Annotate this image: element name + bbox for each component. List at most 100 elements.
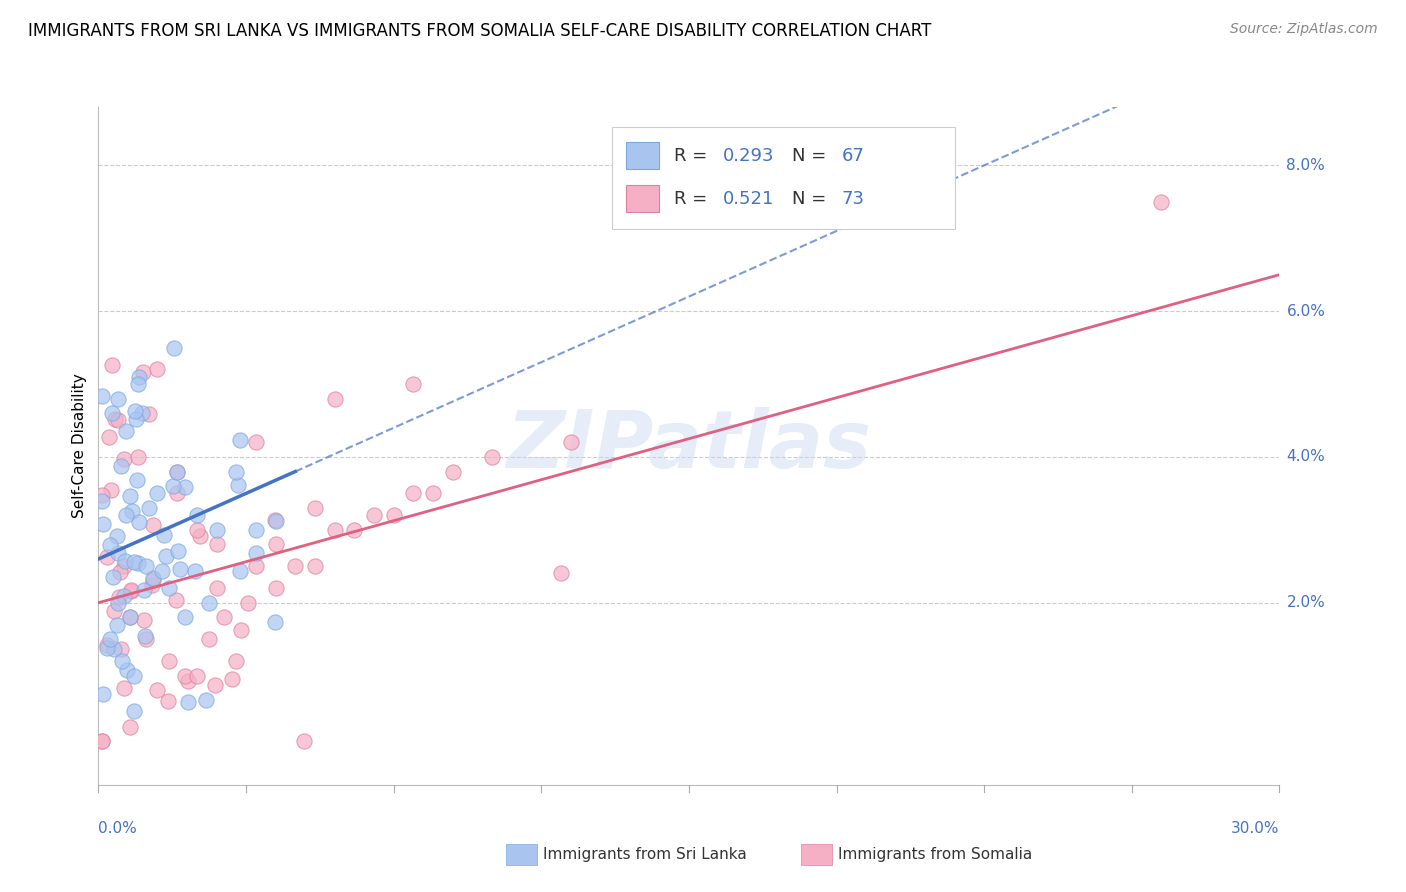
Point (197, 632, 219, 647)
Point (146, 362, 169, 376)
Text: 0.0%: 0.0% (98, 821, 138, 836)
Point (422, 486, 444, 500)
Point (101, 406, 124, 420)
Point (264, 537, 287, 551)
Point (236, 596, 259, 610)
Point (135, 632, 157, 647)
Text: 8.0%: 8.0% (1286, 158, 1326, 173)
Text: 0.521: 0.521 (723, 190, 775, 208)
Point (107, 590, 129, 604)
Point (112, 681, 135, 695)
Point (155, 549, 177, 563)
Point (107, 546, 129, 560)
Point (245, 523, 267, 537)
Point (245, 559, 267, 574)
Point (127, 450, 149, 464)
Point (304, 559, 326, 574)
Point (157, 654, 180, 668)
Point (131, 406, 153, 420)
Point (138, 407, 160, 421)
Point (101, 569, 124, 583)
Point (214, 610, 236, 624)
Point (186, 508, 208, 523)
Point (225, 465, 247, 479)
Point (114, 424, 136, 438)
Point (91, 734, 114, 748)
Point (101, 358, 124, 372)
Point (128, 516, 150, 530)
Point (188, 529, 211, 543)
Point (98, 430, 121, 444)
Point (157, 581, 180, 595)
Point (121, 584, 143, 599)
Point (284, 559, 307, 574)
Point (96, 638, 118, 652)
Point (103, 604, 125, 618)
Point (107, 392, 129, 406)
Point (146, 683, 169, 698)
Point (120, 583, 142, 598)
Point (122, 555, 145, 569)
Point (173, 480, 195, 494)
Point (226, 478, 249, 492)
Point (264, 581, 287, 595)
Text: 73: 73 (841, 190, 865, 208)
Point (152, 528, 174, 542)
Point (122, 668, 145, 682)
Point (122, 704, 145, 718)
Point (96, 550, 118, 565)
Point (134, 629, 156, 643)
Point (146, 486, 169, 500)
Text: 0.293: 0.293 (723, 147, 775, 165)
Point (225, 654, 247, 668)
Point (138, 501, 160, 516)
Point (245, 546, 267, 560)
Point (163, 341, 186, 355)
Point (103, 641, 125, 656)
Point (205, 537, 228, 551)
Point (111, 654, 134, 668)
Point (98, 632, 121, 647)
Point (107, 596, 129, 610)
Point (115, 508, 138, 523)
Text: 30.0%: 30.0% (1232, 821, 1279, 836)
Point (169, 562, 191, 576)
Point (363, 508, 385, 523)
Point (343, 523, 366, 537)
Point (204, 678, 226, 692)
Text: IMMIGRANTS FROM SRI LANKA VS IMMIGRANTS FROM SOMALIA SELF-CARE DISABILITY CORREL: IMMIGRANTS FROM SRI LANKA VS IMMIGRANTS … (28, 22, 932, 40)
Point (105, 528, 128, 542)
Point (98, 539, 121, 553)
FancyBboxPatch shape (626, 185, 659, 212)
Point (183, 565, 205, 579)
Point (382, 508, 405, 523)
FancyBboxPatch shape (626, 143, 659, 169)
Text: 6.0%: 6.0% (1286, 303, 1326, 318)
Text: R =: R = (673, 147, 713, 165)
Point (166, 486, 188, 500)
Point (264, 513, 287, 527)
Point (115, 663, 138, 677)
Point (402, 377, 425, 392)
Point (174, 668, 197, 682)
Point (245, 435, 267, 450)
Point (107, 413, 129, 427)
Point (177, 673, 200, 688)
Point (205, 523, 228, 537)
Point (165, 593, 187, 607)
Point (112, 451, 135, 466)
Point (104, 412, 127, 426)
Point (132, 365, 155, 379)
Point (110, 459, 132, 474)
Point (100, 483, 122, 497)
Point (91, 687, 114, 701)
Point (108, 565, 131, 579)
Point (118, 610, 141, 624)
Point (112, 589, 135, 603)
Text: N =: N = (792, 147, 832, 165)
Point (174, 610, 197, 624)
Point (112, 559, 135, 574)
Point (120, 720, 142, 734)
Point (229, 433, 252, 447)
Text: R =: R = (673, 190, 713, 208)
